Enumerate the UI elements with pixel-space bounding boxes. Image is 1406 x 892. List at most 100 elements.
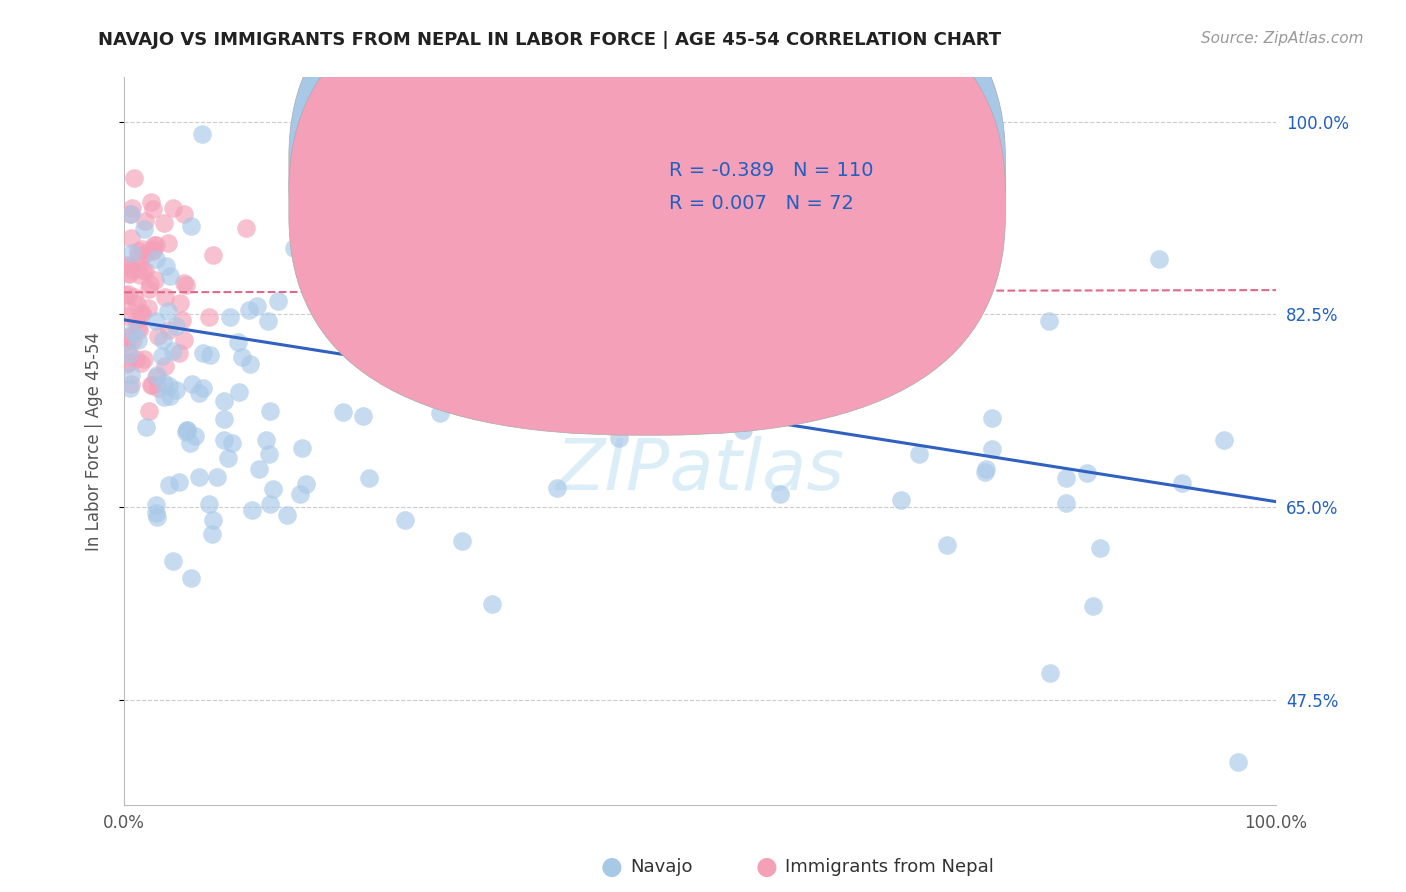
Point xyxy=(703,343,725,358)
Point xyxy=(202,248,225,262)
Point xyxy=(173,276,195,290)
Point xyxy=(122,326,145,340)
Point xyxy=(145,498,167,512)
Point xyxy=(239,357,262,371)
Point xyxy=(165,319,187,334)
Point xyxy=(259,403,281,417)
Point xyxy=(890,493,912,508)
Point xyxy=(169,296,191,310)
Point xyxy=(235,220,257,235)
Point xyxy=(198,310,221,324)
Point xyxy=(117,355,139,369)
Point xyxy=(117,345,139,359)
Point xyxy=(201,513,224,527)
Point xyxy=(201,527,224,541)
Point xyxy=(714,385,737,400)
Point xyxy=(143,273,166,287)
Point xyxy=(141,378,163,392)
Point xyxy=(169,475,191,489)
Point xyxy=(288,487,311,501)
Point xyxy=(131,243,153,257)
Point xyxy=(121,245,143,260)
Point xyxy=(127,333,149,347)
Point xyxy=(146,328,169,343)
Point xyxy=(157,478,180,492)
Point xyxy=(120,368,142,383)
Point xyxy=(145,252,167,267)
Point xyxy=(146,510,169,524)
Point xyxy=(283,241,305,255)
Point xyxy=(1054,471,1077,485)
Point xyxy=(122,333,145,347)
Point xyxy=(167,346,190,360)
Point xyxy=(197,497,219,511)
Point xyxy=(481,597,503,611)
Point xyxy=(152,390,174,404)
Point xyxy=(125,351,148,366)
Point xyxy=(120,231,142,245)
Text: ●: ● xyxy=(600,855,623,879)
Point xyxy=(212,412,235,426)
Text: R = -0.389   N = 110: R = -0.389 N = 110 xyxy=(669,161,873,180)
Point xyxy=(139,277,162,291)
Point xyxy=(1038,665,1060,680)
Point xyxy=(120,381,142,395)
Point xyxy=(117,286,139,301)
Point xyxy=(138,404,160,418)
Point xyxy=(180,571,202,585)
Point xyxy=(145,370,167,384)
Point xyxy=(291,442,314,456)
Point xyxy=(191,127,214,141)
Text: R = 0.007   N = 72: R = 0.007 N = 72 xyxy=(669,194,853,213)
Point xyxy=(180,377,202,392)
Point xyxy=(221,436,243,450)
Point xyxy=(162,344,184,359)
Point xyxy=(118,328,141,343)
Point xyxy=(180,219,202,233)
Point xyxy=(744,264,766,278)
Point xyxy=(118,346,141,360)
Point xyxy=(198,348,221,362)
Point xyxy=(226,335,249,350)
Point xyxy=(157,304,180,318)
Text: Immigrants from Nepal: Immigrants from Nepal xyxy=(785,858,994,876)
Point xyxy=(120,376,142,391)
Point xyxy=(219,310,242,324)
Point xyxy=(179,436,201,450)
Point xyxy=(332,404,354,418)
Point xyxy=(127,249,149,263)
Point xyxy=(394,513,416,527)
Text: Navajo: Navajo xyxy=(630,858,692,876)
FancyBboxPatch shape xyxy=(288,0,1005,435)
Point xyxy=(546,481,568,495)
Point xyxy=(214,433,236,447)
Point xyxy=(159,269,181,284)
Point xyxy=(981,442,1004,456)
Point xyxy=(262,482,284,496)
Point xyxy=(118,266,141,280)
Point xyxy=(127,244,149,259)
Point xyxy=(908,447,931,461)
Point xyxy=(129,255,152,269)
Point xyxy=(246,299,269,313)
Point xyxy=(114,287,136,301)
Point xyxy=(162,201,184,215)
Point xyxy=(155,259,177,273)
Point xyxy=(981,411,1004,425)
Point xyxy=(249,462,271,476)
Point xyxy=(134,246,156,260)
Point xyxy=(173,333,195,347)
Point xyxy=(142,237,165,252)
Point xyxy=(153,359,176,373)
Point xyxy=(205,470,228,484)
FancyBboxPatch shape xyxy=(626,143,849,227)
Point xyxy=(231,350,253,364)
Point xyxy=(146,368,169,382)
Point xyxy=(238,302,260,317)
Point xyxy=(134,264,156,278)
Point xyxy=(295,477,318,491)
Point xyxy=(118,207,141,221)
Point xyxy=(340,345,363,359)
Point xyxy=(607,431,630,445)
Point xyxy=(127,297,149,311)
